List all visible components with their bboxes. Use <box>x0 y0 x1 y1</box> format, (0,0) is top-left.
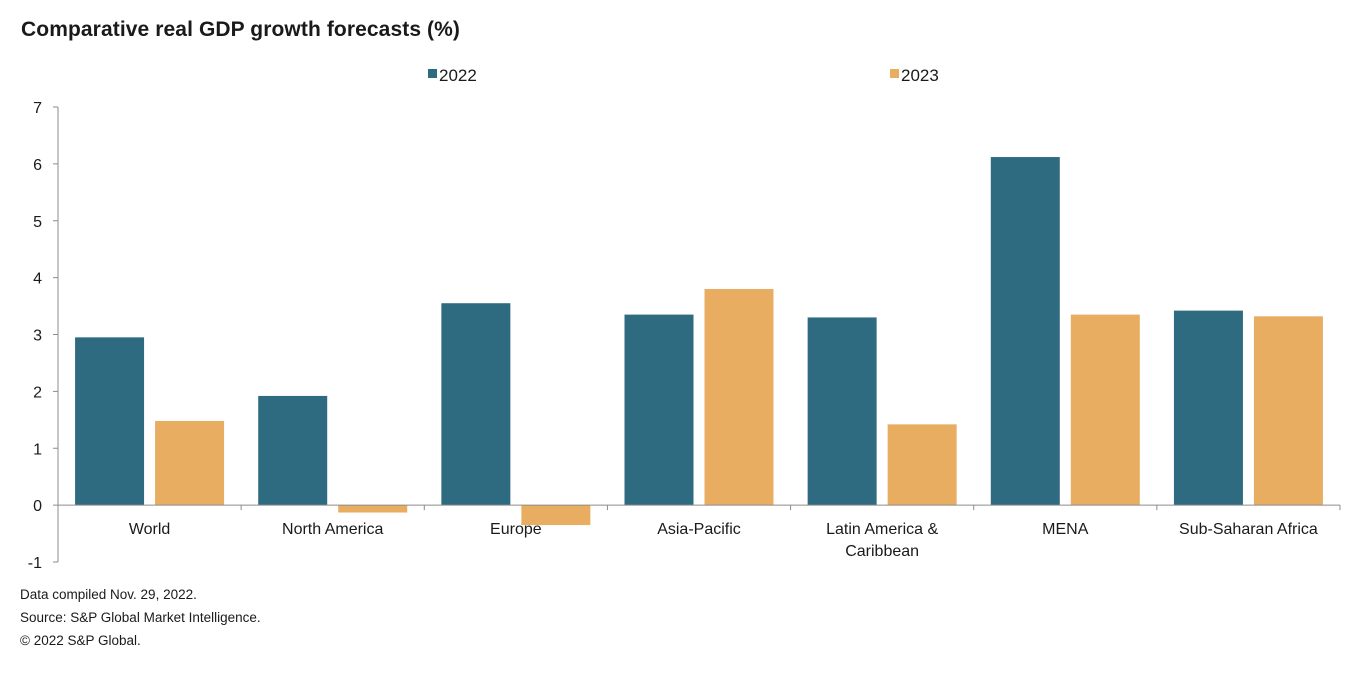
x-tick-label: Europe <box>490 521 542 538</box>
x-tick-label: Asia-Pacific <box>657 521 741 538</box>
x-tick-label: Sub-Saharan Africa <box>1179 521 1318 538</box>
bar-2023-2 <box>521 505 591 526</box>
legend-label-2023: 2023 <box>901 66 939 85</box>
x-tick-label: Latin America & <box>826 521 938 538</box>
y-tick-label: 1 <box>33 441 42 458</box>
footnotes: Data compiled Nov. 29, 2022. Source: S&P… <box>20 583 261 652</box>
footnote-source: Source: S&P Global Market Intelligence. <box>20 610 261 625</box>
bar-2022-4 <box>807 317 877 506</box>
x-tick-label: MENA <box>1042 521 1089 538</box>
y-tick-label: 5 <box>33 214 42 231</box>
footnote-compiled: Data compiled Nov. 29, 2022. <box>20 587 197 602</box>
bar-2023-6 <box>1253 316 1323 506</box>
y-tick-label: 6 <box>33 157 42 174</box>
bar-2022-3 <box>624 314 694 506</box>
x-tick-label: World <box>129 521 171 538</box>
legend-label-2022: 2022 <box>439 66 477 85</box>
y-tick-label: 3 <box>33 328 42 345</box>
y-axis: -1 0 1 2 3 4 5 6 7 <box>28 100 59 572</box>
bar-2022-5 <box>990 157 1060 506</box>
chart-legend: 2022 2023 <box>428 66 939 85</box>
bar-2022-2 <box>441 303 511 506</box>
y-tick-label: 0 <box>33 498 42 515</box>
bar-2023-4 <box>887 424 957 506</box>
bar-group <box>75 157 1323 526</box>
legend-swatch-2023 <box>890 69 899 78</box>
bar-2023-1 <box>338 505 408 513</box>
bar-2022-6 <box>1173 310 1243 506</box>
bar-2022-1 <box>258 395 328 506</box>
legend-swatch-2022 <box>428 69 437 78</box>
y-tick-label: 2 <box>33 384 42 401</box>
bar-2023-0 <box>155 420 225 506</box>
x-tick-label: Caribbean <box>845 543 919 560</box>
y-tick-label: 7 <box>33 100 42 117</box>
bar-2023-3 <box>704 289 774 506</box>
bar-2022-0 <box>75 337 145 506</box>
footnote-copyright: © 2022 S&P Global. <box>20 633 141 648</box>
x-tick-label: North America <box>282 521 383 538</box>
chart-title: Comparative real GDP growth forecasts (%… <box>21 18 460 41</box>
bar-2023-5 <box>1070 314 1140 506</box>
y-tick-label: -1 <box>28 555 42 572</box>
y-tick-label: 4 <box>33 271 42 288</box>
bar-chart: 2022 2023 -1 0 1 2 3 4 5 6 7 World North America Eu… <box>28 66 1341 572</box>
x-axis: World North America Europe Asia-Pacific Lati… <box>57 504 1341 560</box>
